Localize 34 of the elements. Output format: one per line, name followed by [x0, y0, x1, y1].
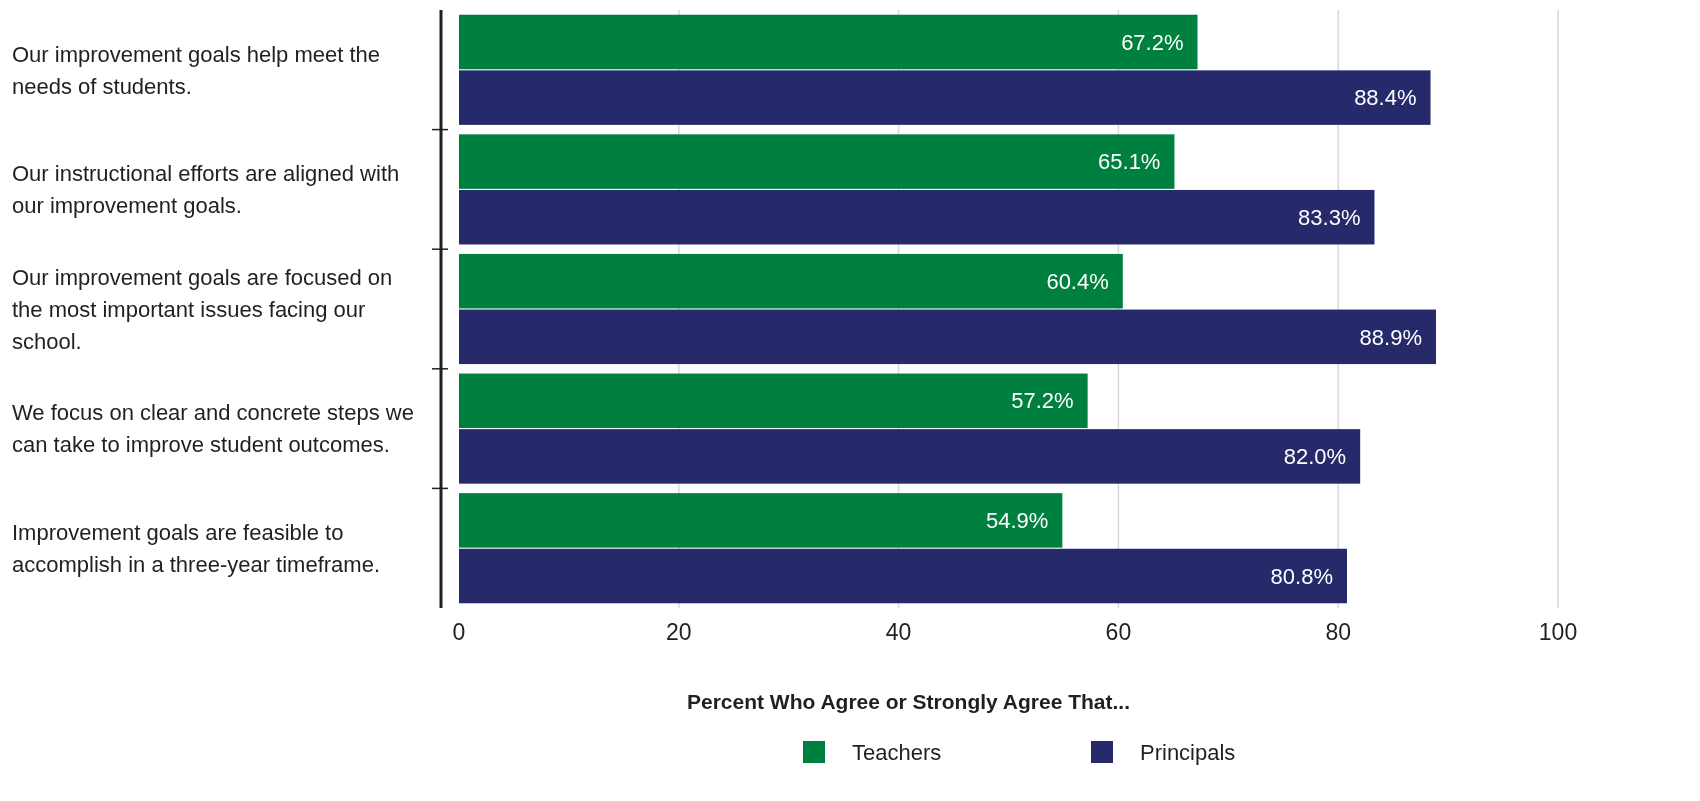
data-label: 82.0%: [1283, 444, 1347, 470]
x-tick-label: 20: [666, 619, 692, 646]
data-label: 88.9%: [1359, 324, 1423, 350]
bar: [459, 429, 1361, 484]
y-tick-label: Improvement goals are feasible to accomplish in a three-year timeframe.: [12, 519, 381, 577]
y-tick-label: Our improvement goals are focused on the most important issues facing our school.: [12, 264, 393, 354]
bar: [459, 309, 1437, 365]
x-axis-title: Percent Who Agree or Strongly Agree That...: [686, 690, 1131, 714]
bar: [459, 253, 1123, 309]
data-label: 80.8%: [1270, 563, 1333, 589]
data-label: 60.4%: [1046, 268, 1109, 294]
x-tick-label: 80: [1325, 619, 1351, 646]
legend-label: Principals: [1140, 739, 1236, 765]
data-label: 67.2%: [1121, 29, 1184, 55]
x-tick-label: 100: [1538, 619, 1578, 646]
x-tick-label: 60: [1105, 619, 1132, 646]
x-tick-label: 0: [452, 619, 466, 646]
bar: [459, 493, 1063, 548]
data-label: 57.2%: [1011, 388, 1074, 414]
bar: [459, 373, 1088, 429]
y-tick-label: We focus on clear and concrete steps we can take to improve student outcomes.: [12, 400, 414, 458]
data-label: 65.1%: [1098, 149, 1161, 175]
x-tick-label: 40: [885, 619, 912, 646]
y-tick-label: Our improvement goals help meet the needs of students.: [12, 41, 381, 99]
data-label: 88.4%: [1354, 85, 1417, 111]
bar: [459, 70, 1431, 125]
y-tick-label: Our instructional efforts are aligned with our improvement goals.: [12, 161, 400, 219]
data-label: 83.3%: [1298, 204, 1361, 230]
bar: [459, 189, 1375, 245]
bar: [459, 548, 1347, 604]
bar: [459, 134, 1175, 189]
data-label: 54.9%: [985, 508, 1049, 534]
bar: [459, 14, 1198, 70]
legend-label: Teachers: [852, 739, 942, 765]
